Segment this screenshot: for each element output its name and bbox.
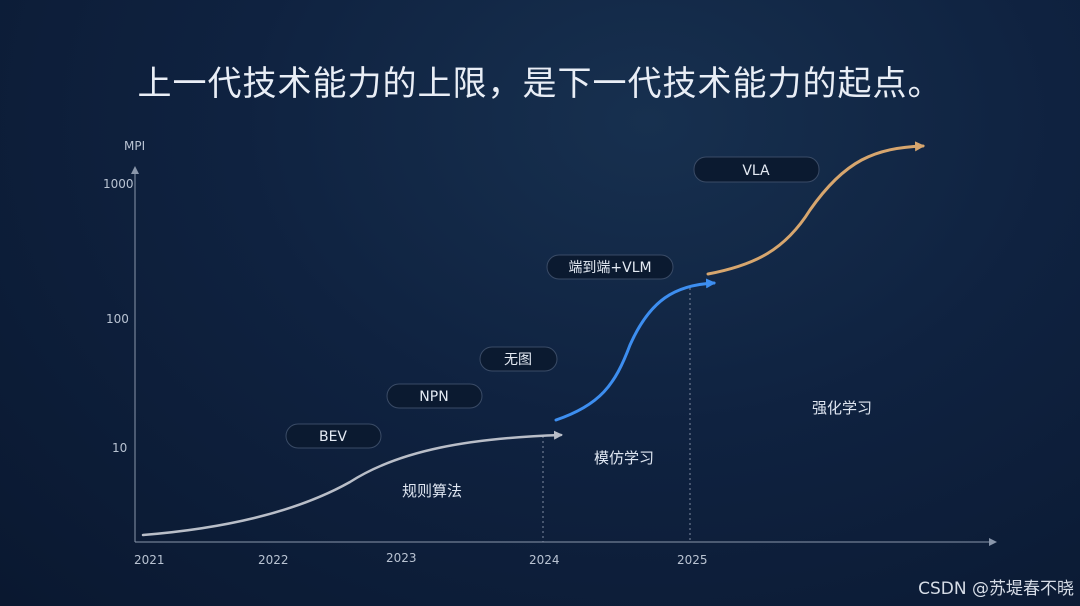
y-tick-100: 100 [106,312,129,326]
tag-bev-label: BEV [319,429,347,445]
stage-imitation-label: 模仿学习 [594,449,654,467]
tag-bev: BEV [285,423,382,449]
y-tick-10: 10 [112,441,127,455]
tag-vla: VLA [693,156,820,183]
x-tick-2025: 2025 [677,553,708,567]
x-tick-2022: 2022 [258,553,289,567]
tag-vla-label: VLA [742,163,770,179]
stage-rules-label: 规则算法 [402,482,462,500]
tag-e2e-vlm-label: 端到端+VLM [568,260,651,276]
imitation-curve [554,278,716,422]
y-axis-title: MPI [124,139,145,153]
watermark: CSDN @苏堤春不晓 [918,579,1074,599]
rules-curve [141,430,563,537]
tag-npn-label: NPN [419,389,448,405]
slide-headline: 上一代技术能力的上限，是下一代技术能力的起点。 [137,64,943,104]
reinforcement-curve [706,141,925,276]
tag-wutu: 无图 [479,346,558,372]
x-tick-2023: 2023 [386,551,417,565]
x-tick-2021: 2021 [134,553,165,567]
y-tick-1000: 1000 [103,177,134,191]
stage-reinforcement-label: 强化学习 [812,399,872,417]
tag-npn: NPN [386,383,483,409]
tag-e2e-vlm: 端到端+VLM [546,254,674,280]
tag-wutu-label: 无图 [504,352,532,368]
x-tick-2024: 2024 [529,553,560,567]
